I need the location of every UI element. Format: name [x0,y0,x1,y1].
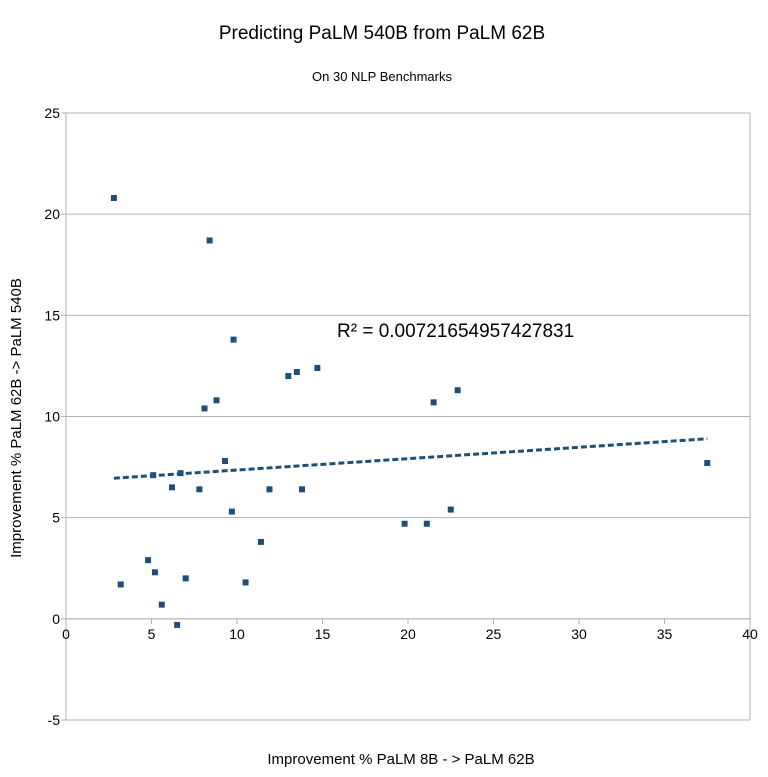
y-tick-label: 20 [44,206,60,222]
data-point [423,520,430,527]
data-points [110,194,711,628]
data-point [266,486,273,493]
data-point [228,508,235,515]
axes [61,112,751,721]
data-point [704,460,711,467]
data-point [110,194,117,201]
data-point [117,581,124,588]
y-tick-label: 5 [52,510,60,526]
data-point [182,575,189,582]
data-point [222,458,229,465]
x-tick-label: 40 [742,626,758,642]
chart-title: Predicting PaLM 540B from PaLM 62B [219,23,545,44]
data-point [293,368,300,375]
x-tick-label: 30 [571,626,587,642]
x-tick-label: 0 [62,626,70,642]
data-point [454,387,461,394]
x-tick-label: 25 [486,626,502,642]
data-point [430,399,437,406]
x-tick-label: 5 [148,626,156,642]
data-point [298,486,305,493]
data-point [213,397,220,404]
x-tick-label: 35 [657,626,673,642]
x-axis-title: Improvement % PaLM 8B - > PaLM 62B [267,751,534,768]
r-squared-annotation: R² = 0.00721654957427831 [337,321,574,342]
x-tick-labels: 0 5 10 15 20 25 30 35 40 [62,626,758,642]
data-point [196,486,203,493]
data-point [151,569,158,576]
x-tick-label: 20 [400,626,416,642]
data-point [230,336,237,343]
data-point [242,579,249,586]
y-tick-label: 0 [52,611,60,627]
data-point [150,472,157,479]
data-point [257,538,264,545]
y-tick-label: 10 [44,409,60,425]
data-point [177,470,184,477]
data-point [206,237,213,244]
data-point [401,520,408,527]
x-tick-label: 15 [315,626,331,642]
chart-subtitle: On 30 NLP Benchmarks [312,69,452,84]
x-tick-label: 10 [229,626,245,642]
y-tick-label: 15 [44,307,60,323]
data-point [285,373,292,380]
trendline-group [113,437,708,480]
data-point [447,506,454,513]
y-tick-label: 25 [44,105,60,121]
data-point [145,557,152,564]
y-tick-label: -5 [48,712,61,728]
data-point [169,484,176,491]
y-axis-title: Improvement % PaLM 62B -> PaLM 540B [8,278,25,558]
trendline [113,437,708,480]
data-point [158,601,165,608]
data-point [201,405,208,412]
data-point [174,621,181,628]
data-point [314,364,321,371]
y-tick-labels: -5 0 5 10 15 20 25 [44,105,60,728]
